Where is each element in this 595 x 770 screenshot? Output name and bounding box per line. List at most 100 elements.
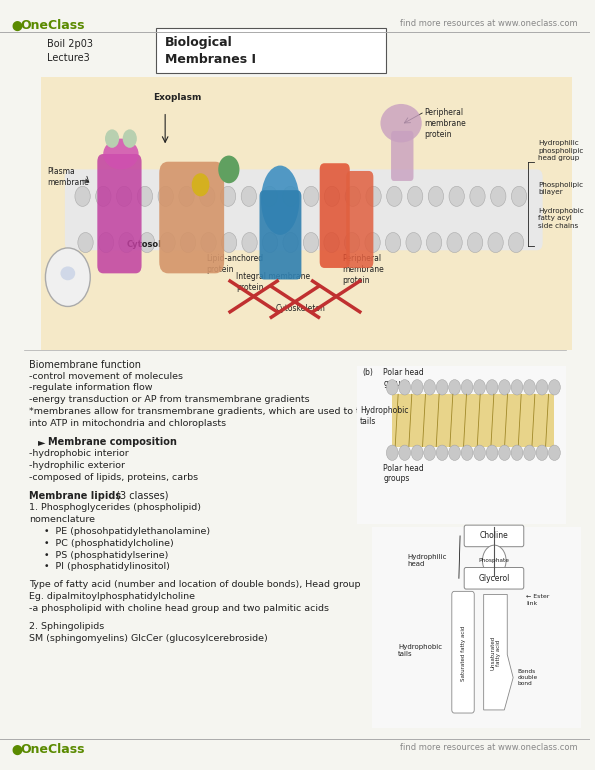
Circle shape [283, 233, 298, 253]
Text: •  PS (phosphatidylserine): • PS (phosphatidylserine) [44, 551, 168, 560]
Circle shape [218, 156, 239, 183]
Bar [357, 366, 566, 524]
Text: SM (sphingomyelins) GlcCer (glucosylcerebroside): SM (sphingomyelins) GlcCer (glucosylcere… [30, 634, 268, 643]
Text: •  PC (phosphatidylcholine): • PC (phosphatidylcholine) [44, 539, 174, 547]
Circle shape [461, 380, 473, 395]
Circle shape [483, 545, 506, 576]
Circle shape [262, 186, 277, 206]
Circle shape [158, 186, 173, 206]
Circle shape [75, 186, 90, 206]
Circle shape [283, 186, 298, 206]
FancyBboxPatch shape [391, 131, 414, 181]
Text: ⬤: ⬤ [12, 745, 23, 755]
FancyBboxPatch shape [159, 162, 224, 273]
Text: -energy transduction or AP from transmembrane gradients: -energy transduction or AP from transmem… [30, 396, 310, 404]
Circle shape [474, 380, 486, 395]
Text: -hydrophobic interior: -hydrophobic interior [30, 449, 129, 458]
Circle shape [105, 129, 119, 148]
Circle shape [449, 186, 464, 206]
Text: OneClass: OneClass [21, 19, 85, 32]
Text: Membrane composition: Membrane composition [48, 437, 177, 447]
Circle shape [180, 233, 196, 253]
Circle shape [123, 129, 137, 148]
Ellipse shape [261, 166, 299, 235]
Circle shape [449, 380, 461, 395]
Circle shape [436, 445, 448, 460]
Text: groups: groups [383, 474, 410, 484]
Text: -composed of lipids, proteins, carbs: -composed of lipids, proteins, carbs [30, 473, 199, 482]
Polygon shape [484, 594, 513, 710]
FancyBboxPatch shape [65, 169, 543, 250]
Circle shape [449, 445, 461, 460]
Circle shape [549, 445, 560, 460]
Text: Hydrophobic
tails: Hydrophobic tails [360, 406, 408, 426]
Circle shape [137, 186, 152, 206]
Circle shape [45, 248, 90, 306]
Ellipse shape [380, 104, 422, 142]
Text: ← Ester
link: ← Ester link [526, 594, 550, 606]
Circle shape [509, 233, 524, 253]
Circle shape [491, 186, 506, 206]
Text: •  PI (phosphatidylinositol): • PI (phosphatidylinositol) [44, 563, 170, 571]
Text: Plasma
membrane: Plasma membrane [47, 167, 89, 187]
Text: Choline: Choline [480, 531, 509, 541]
Circle shape [119, 233, 134, 253]
Text: 1. Phosphoglycerides (phospholipid): 1. Phosphoglycerides (phospholipid) [30, 503, 202, 512]
Text: Glycerol: Glycerol [478, 574, 510, 583]
Text: Peripheral
membrane
protein: Peripheral membrane protein [425, 108, 466, 139]
Text: Unsaturated
fatty acid: Unsaturated fatty acid [490, 636, 501, 670]
Text: 2. Sphingolipids: 2. Sphingolipids [30, 622, 105, 631]
Circle shape [220, 186, 236, 206]
FancyBboxPatch shape [156, 28, 386, 73]
FancyBboxPatch shape [464, 525, 524, 547]
Circle shape [117, 186, 132, 206]
Text: Hydrophobic
tails: Hydrophobic tails [398, 644, 442, 658]
Text: Lipid-anchored
protein: Lipid-anchored protein [206, 254, 264, 274]
Text: -a phospholipid with choline head group and two palmitic acids: -a phospholipid with choline head group … [30, 604, 330, 613]
Text: Cell: Cell [47, 280, 61, 290]
Text: nomenclature: nomenclature [30, 515, 95, 524]
Text: Polar head: Polar head [383, 368, 424, 377]
Text: Cytoskeleton: Cytoskeleton [276, 304, 325, 313]
Circle shape [536, 380, 548, 395]
Text: -hydrophilic exterior: -hydrophilic exterior [30, 461, 126, 470]
Circle shape [345, 233, 360, 253]
Text: Saturated fatty acid: Saturated fatty acid [461, 625, 465, 681]
FancyBboxPatch shape [98, 154, 142, 273]
Circle shape [447, 233, 462, 253]
Circle shape [387, 186, 402, 206]
Text: Biomembrane function: Biomembrane function [30, 360, 142, 370]
Circle shape [424, 445, 436, 460]
Text: *membranes allow for transmembrane gradients, which are used to transduce energy: *membranes allow for transmembrane gradi… [30, 407, 440, 417]
Text: Biological
Membranes I: Biological Membranes I [165, 36, 256, 66]
FancyBboxPatch shape [259, 190, 302, 280]
FancyBboxPatch shape [464, 567, 524, 589]
Circle shape [345, 186, 361, 206]
Circle shape [365, 233, 380, 253]
Text: Hydrophilic
head: Hydrophilic head [407, 554, 446, 567]
Circle shape [427, 233, 441, 253]
Circle shape [486, 445, 498, 460]
Text: Hydrophobic
fatty acyl
side chains: Hydrophobic fatty acyl side chains [538, 208, 584, 229]
Circle shape [536, 445, 548, 460]
Circle shape [262, 233, 278, 253]
Circle shape [436, 380, 448, 395]
Circle shape [160, 233, 175, 253]
Circle shape [242, 233, 257, 253]
Circle shape [366, 186, 381, 206]
FancyBboxPatch shape [41, 77, 572, 350]
Circle shape [499, 445, 511, 460]
Circle shape [98, 233, 114, 253]
Text: -control movement of molecules: -control movement of molecules [30, 372, 183, 380]
Circle shape [468, 233, 483, 253]
Circle shape [428, 186, 444, 206]
Circle shape [399, 380, 411, 395]
Text: Integral membrane
protein: Integral membrane protein [236, 272, 310, 292]
Circle shape [386, 445, 398, 460]
Text: Membrane lipids: Membrane lipids [30, 491, 121, 500]
FancyBboxPatch shape [320, 163, 350, 268]
Text: (3 classes): (3 classes) [113, 491, 169, 500]
Circle shape [221, 233, 237, 253]
Circle shape [499, 380, 511, 395]
Circle shape [524, 445, 536, 460]
